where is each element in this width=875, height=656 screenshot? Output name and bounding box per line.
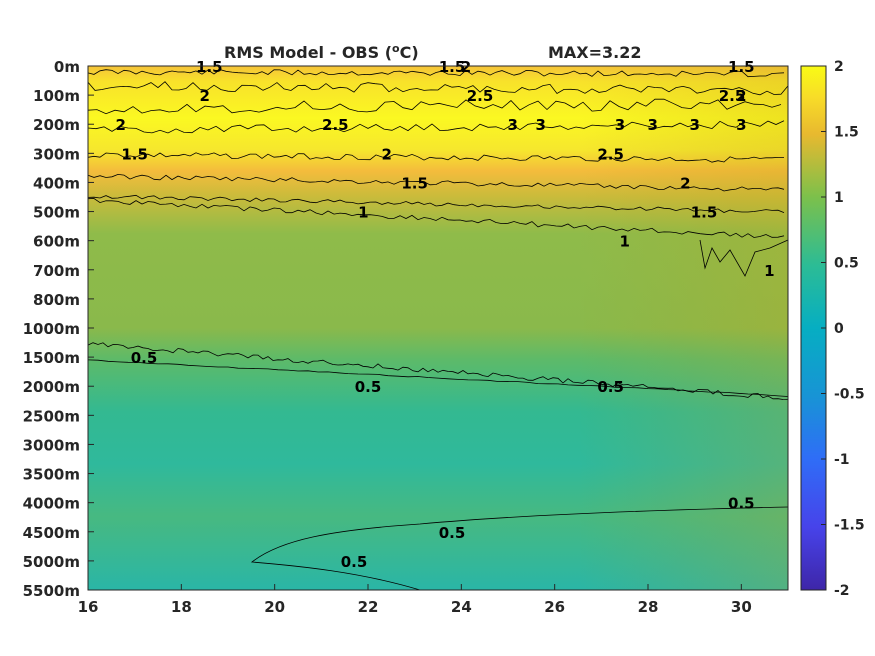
x-tick-label: 16: [78, 598, 99, 616]
contour-line-deep: [250, 506, 789, 591]
colorbar-tick-label: -1.5: [834, 518, 865, 534]
y-tick-label: 4000m: [23, 495, 80, 513]
colorbar-tick-label: 1: [834, 190, 844, 206]
y-tick-label: 700m: [33, 262, 80, 280]
contour-label: 2.5: [597, 145, 624, 163]
contour-label: 2: [199, 87, 209, 105]
contour-line-east: [699, 239, 789, 277]
y-tick-label: 200m: [33, 116, 80, 134]
plot-area: 1.521.522.51.522.52 2.5 3 3 3 3 3 31.5 2 2.51.5 21…: [87, 58, 789, 591]
contour-label: 0.5: [355, 378, 382, 396]
contour-line: [87, 98, 782, 115]
contour-lines: [87, 69, 789, 591]
y-tick-label: 2500m: [23, 407, 80, 425]
contour-label: 1.5: [691, 204, 718, 222]
y-tick-label: 4500m: [23, 524, 80, 542]
contour-label: 1.5: [196, 58, 223, 76]
contour-label: 1: [619, 233, 629, 251]
contour-label: 2: [461, 58, 471, 76]
y-tick-label: 2000m: [23, 378, 80, 396]
chart-title: RMS Model - OBS (oC): [224, 42, 419, 62]
contour-label: 1.5: [728, 58, 755, 76]
y-axis: 0m 100m 200m 300m 400m 500m 600m 700m 800m 1000m 1…: [23, 58, 94, 600]
contour-label: 1.5: [439, 58, 466, 76]
contour-label: 3: [689, 116, 699, 134]
contour-label: 3: [647, 116, 657, 134]
colorbar-tick-label: -1: [834, 452, 850, 468]
x-tick-label: 30: [731, 598, 752, 616]
contour-label: 0.5: [597, 378, 624, 396]
y-tick-label: 800m: [33, 291, 80, 309]
contour-line: [87, 69, 785, 78]
x-axis: 16 18 20 22 24 26 28 30: [78, 584, 752, 616]
x-tick-label: 22: [358, 598, 379, 616]
contour-label: 1: [764, 262, 774, 280]
x-tick-label: 26: [544, 598, 565, 616]
max-label: MAX=3.22: [548, 43, 642, 62]
contour-label: 2: [680, 174, 690, 192]
contour-line: [87, 359, 789, 397]
colorbar-tick-label: 0: [834, 321, 844, 337]
x-tick-label: 20: [264, 598, 285, 616]
y-tick-label: 400m: [33, 174, 80, 192]
contour-line: [87, 198, 785, 238]
contour-label: 3: [535, 116, 545, 134]
contour-line: [87, 152, 784, 163]
contour-line: [87, 81, 789, 96]
contour-labels: 1.521.522.51.522.52 2.5 3 3 3 3 3 31.5 2 2.51.5 21…: [115, 58, 774, 571]
contour-label: 3: [507, 116, 517, 134]
contour-label: 3: [615, 116, 625, 134]
contour-line: [87, 173, 785, 192]
y-tick-label: 1500m: [23, 349, 80, 367]
contour-label: 2: [115, 116, 125, 134]
contour-label: 2: [736, 87, 746, 105]
title-superscript: o: [392, 42, 400, 55]
contour-line: [87, 120, 785, 134]
colorbar-ticks: 2 1.5 1 0.5 0 -0.5 -1 -1.5 -2: [821, 59, 865, 599]
contour-label: 3: [736, 116, 746, 134]
y-tick-label: 5500m: [23, 582, 80, 600]
contour-label: 0.5: [728, 495, 755, 513]
y-tick-label: 3000m: [23, 436, 80, 454]
y-tick-label: 300m: [33, 145, 80, 163]
contour-label: 2.5: [719, 87, 746, 105]
colorbar-tick-label: 2: [834, 59, 844, 75]
y-tick-label: 500m: [33, 204, 80, 222]
contour-label: 2.5: [322, 116, 349, 134]
y-tick-label: 5000m: [23, 553, 80, 571]
contour-label: 0.5: [341, 553, 368, 571]
contour-label: 2: [381, 145, 391, 163]
x-tick-label: 18: [171, 598, 192, 616]
colorbar-tick-label: 0.5: [834, 256, 859, 272]
colorbar-tick-label: 1.5: [834, 125, 859, 141]
y-tick-label: 3500m: [23, 466, 80, 484]
x-tick-label: 28: [638, 598, 659, 616]
y-tick-label: 1000m: [23, 320, 80, 338]
y-tick-label: 600m: [33, 233, 80, 251]
contour-label: 0.5: [131, 349, 158, 367]
contour-label: 0.5: [439, 524, 466, 542]
contour-label: 1.5: [121, 145, 148, 163]
contour-label: 1: [358, 204, 368, 222]
colorbar: 2 1.5 1 0.5 0 -0.5 -1 -1.5 -2: [800, 59, 865, 599]
heatmap-east-shading: [88, 66, 788, 590]
colorbar-tick-label: -2: [834, 583, 850, 599]
contour-label: 2.5: [467, 87, 494, 105]
y-tick-label: 0m: [54, 58, 80, 76]
colorbar-tick-label: -0.5: [834, 387, 865, 403]
contour-line: [87, 194, 785, 213]
x-tick-label: 24: [451, 598, 472, 616]
y-tick-label: 100m: [33, 87, 80, 105]
contour-label: 1.5: [401, 174, 428, 192]
contour-line: [87, 342, 789, 400]
